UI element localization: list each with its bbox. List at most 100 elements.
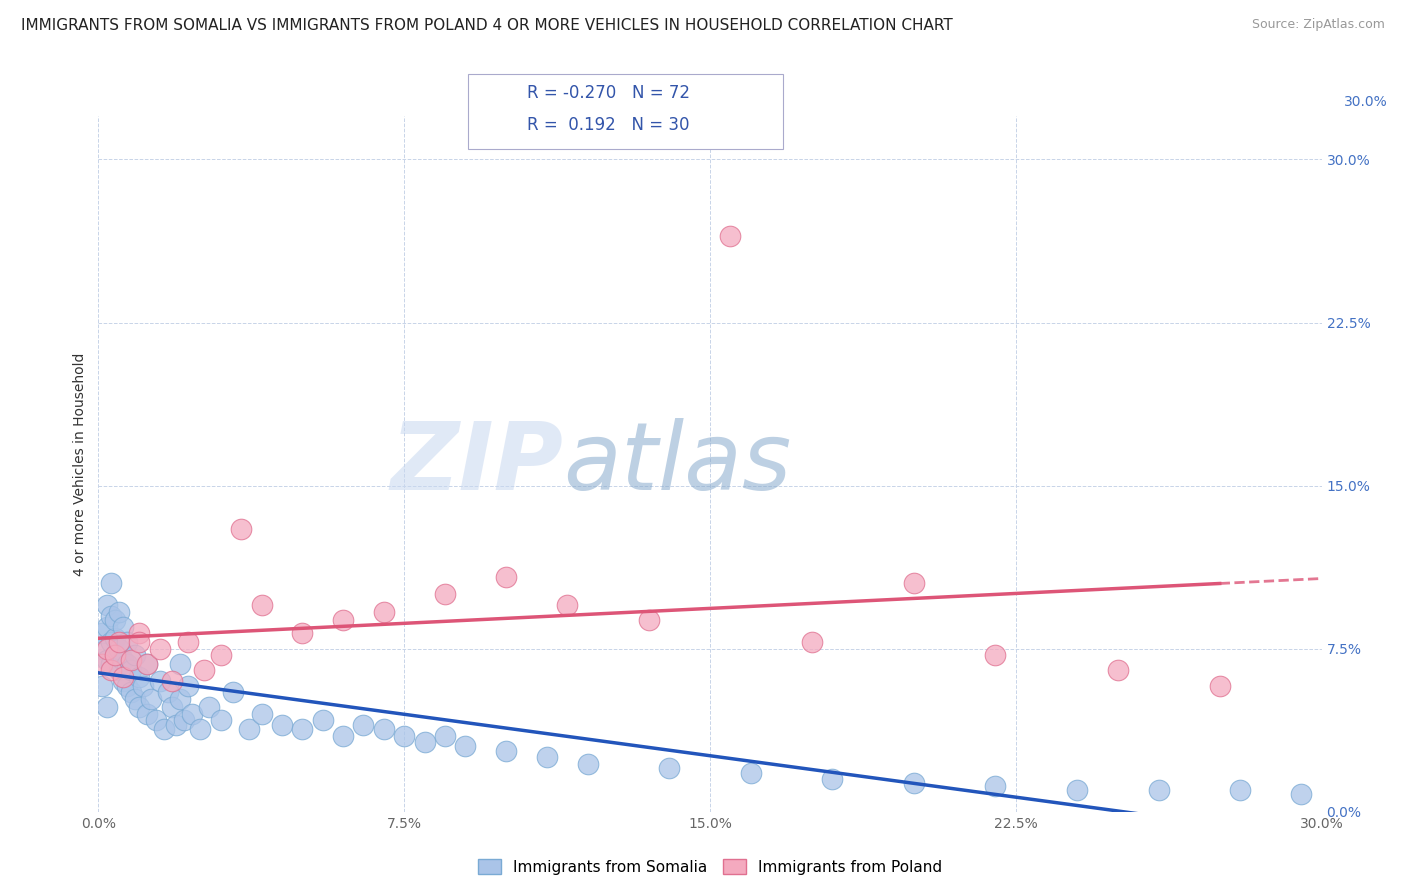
Point: [740, 765, 762, 780]
Point: [108, 641, 131, 656]
Point: [96, 652, 118, 666]
Point: [1066, 783, 1088, 797]
Point: [1147, 783, 1170, 797]
Point: [821, 772, 844, 786]
Point: [128, 626, 150, 640]
Point: [332, 729, 354, 743]
Point: [91, 679, 114, 693]
Text: IMMIGRANTS FROM SOMALIA VS IMMIGRANTS FROM POLAND 4 OR MORE VEHICLES IN HOUSEHOL: IMMIGRANTS FROM SOMALIA VS IMMIGRANTS FR…: [21, 18, 953, 33]
Point: [96, 641, 118, 656]
Point: [181, 706, 204, 721]
Point: [120, 685, 142, 699]
Point: [1229, 783, 1251, 797]
Point: [1209, 679, 1232, 693]
Point: [120, 652, 142, 666]
Point: [115, 679, 138, 693]
Point: [238, 722, 260, 736]
Point: [1291, 788, 1313, 801]
Point: [96, 620, 118, 634]
Point: [128, 700, 150, 714]
Point: [111, 670, 134, 684]
Point: [128, 670, 150, 684]
Text: ZIP: ZIP: [391, 417, 564, 510]
Point: [104, 614, 127, 628]
Point: [111, 620, 134, 634]
Point: [100, 609, 122, 624]
Point: [231, 522, 253, 536]
Point: [149, 641, 172, 656]
Point: [156, 685, 179, 699]
Point: [495, 570, 517, 584]
Point: [250, 598, 273, 612]
Point: [91, 657, 114, 671]
Point: [165, 717, 187, 731]
Point: [108, 635, 131, 649]
Point: [132, 679, 155, 693]
Point: [91, 626, 114, 640]
Point: [100, 664, 122, 678]
Point: [801, 635, 824, 649]
Point: [100, 635, 122, 649]
Point: [658, 761, 681, 775]
Point: [128, 635, 150, 649]
Text: R =  0.192   N = 30: R = 0.192 N = 30: [527, 116, 690, 134]
Point: [91, 641, 114, 656]
Point: [332, 614, 354, 628]
Point: [576, 756, 599, 771]
Y-axis label: 4 or more Vehicles in Household: 4 or more Vehicles in Household: [73, 352, 87, 575]
Point: [96, 598, 118, 612]
Point: [536, 750, 558, 764]
Point: [177, 635, 200, 649]
Point: [169, 691, 191, 706]
Point: [720, 228, 742, 243]
Text: Source: ZipAtlas.com: Source: ZipAtlas.com: [1251, 18, 1385, 31]
Point: [120, 664, 142, 678]
Text: R = -0.270   N = 72: R = -0.270 N = 72: [527, 84, 690, 102]
Point: [413, 735, 436, 749]
Point: [104, 648, 127, 662]
Point: [270, 717, 294, 731]
Point: [104, 648, 127, 662]
Point: [495, 744, 517, 758]
Point: [145, 714, 167, 728]
Point: [188, 722, 212, 736]
Point: [197, 700, 219, 714]
Point: [209, 714, 232, 728]
Point: [193, 664, 215, 678]
Point: [104, 631, 127, 645]
Point: [454, 739, 477, 754]
Point: [291, 626, 314, 640]
Point: [373, 722, 395, 736]
Point: [100, 657, 122, 671]
Point: [250, 706, 273, 721]
Text: atlas: atlas: [564, 418, 792, 509]
Point: [373, 605, 395, 619]
Point: [169, 657, 191, 671]
Point: [124, 648, 146, 662]
Point: [434, 587, 457, 601]
Point: [152, 722, 174, 736]
Point: [115, 657, 138, 671]
Point: [903, 576, 925, 591]
Point: [903, 776, 925, 790]
Point: [209, 648, 232, 662]
Point: [111, 674, 134, 689]
Point: [141, 691, 163, 706]
Point: [136, 657, 159, 671]
Point: [100, 576, 122, 591]
Point: [392, 729, 416, 743]
Point: [124, 691, 146, 706]
Text: 30.0%: 30.0%: [1344, 95, 1388, 110]
Point: [173, 714, 195, 728]
Point: [222, 685, 245, 699]
Point: [984, 648, 1007, 662]
Point: [352, 717, 374, 731]
Point: [312, 714, 335, 728]
Point: [1107, 664, 1129, 678]
Point: [160, 700, 183, 714]
Point: [434, 729, 457, 743]
Point: [96, 700, 118, 714]
Point: [177, 679, 200, 693]
Point: [160, 674, 183, 689]
Point: [108, 664, 131, 678]
